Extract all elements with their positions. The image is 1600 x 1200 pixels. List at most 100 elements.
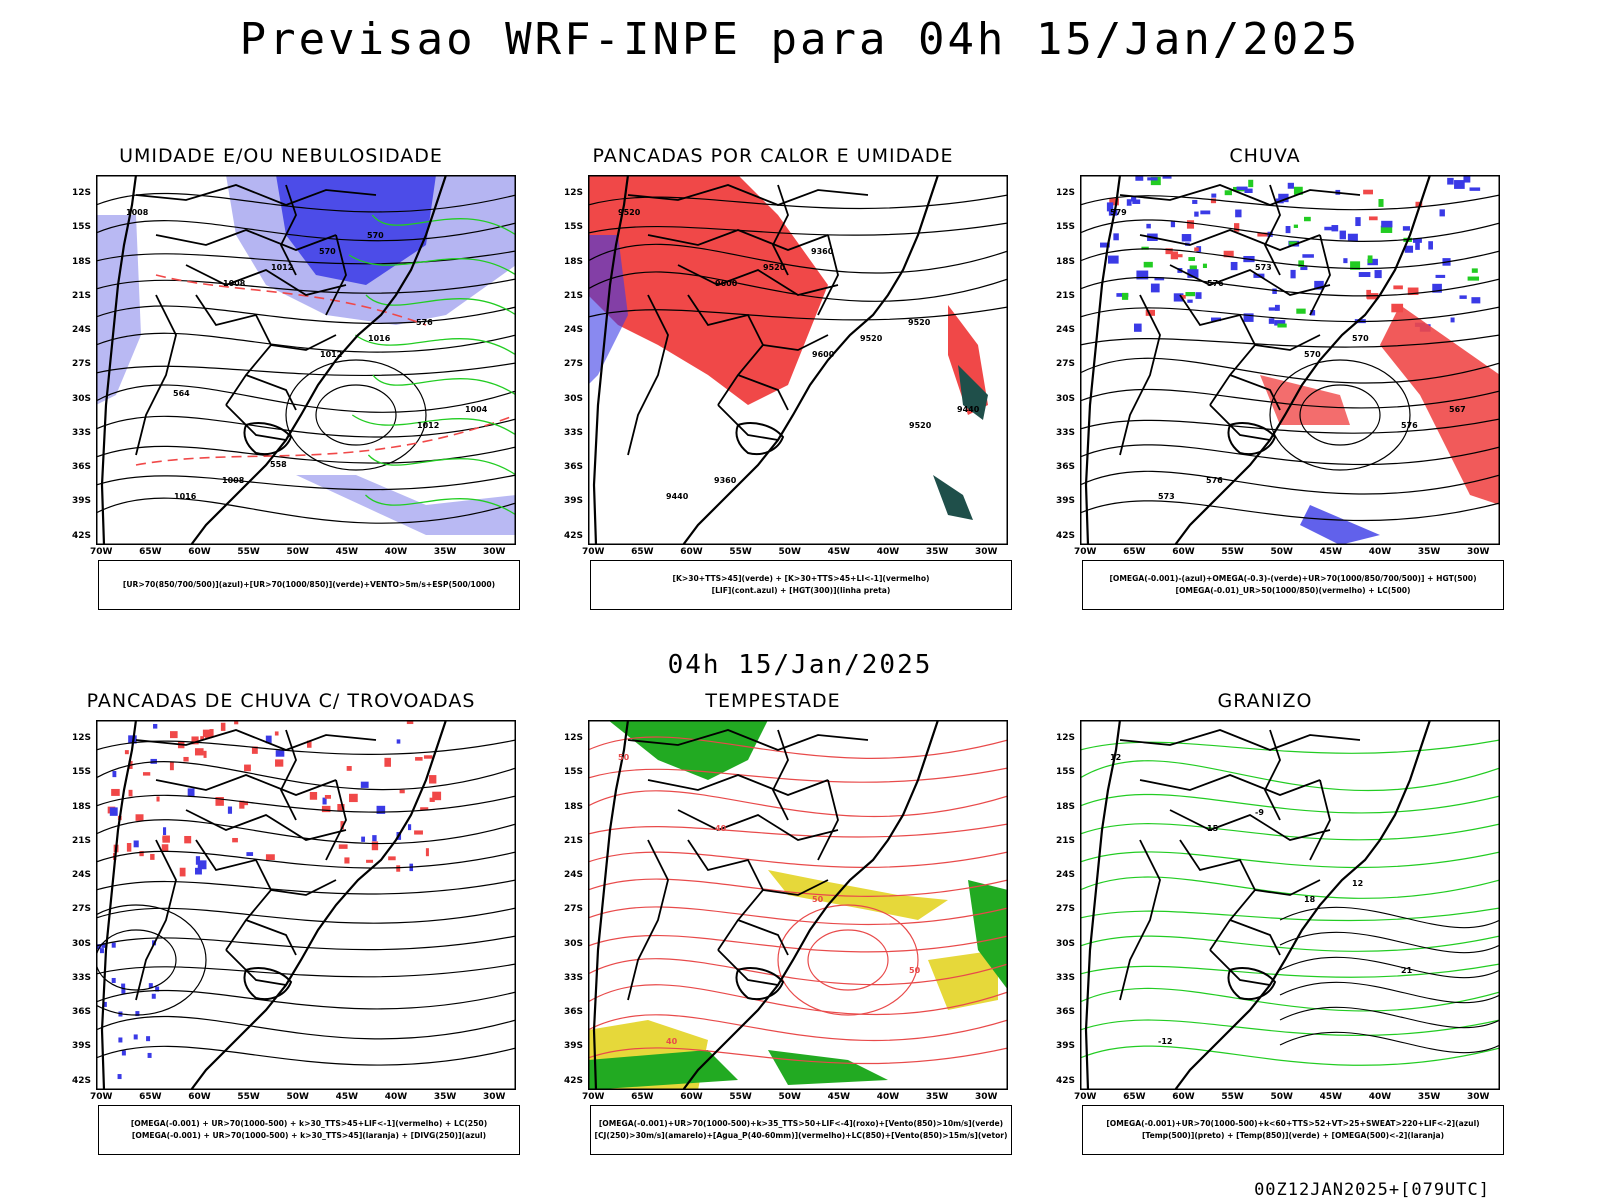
panel-legend: [OMEGA(-0.001)+UR>70(1000-500)+k>35_TTS>… (590, 1105, 1012, 1155)
map-frame (588, 720, 1008, 1090)
storm-cell (244, 764, 251, 772)
lon-tick-label: 70W (582, 547, 605, 557)
storm-cell (396, 739, 401, 744)
divergence-cell (118, 1037, 123, 1043)
rain-cell (1302, 254, 1314, 258)
country-border (717, 404, 779, 441)
overlay-group (96, 720, 516, 1080)
rain-cell (1274, 304, 1280, 311)
lon-tick-label: 65W (139, 547, 162, 557)
rain-cell (1131, 196, 1137, 202)
divergence-cell (99, 948, 104, 954)
map-background (1080, 720, 1500, 1090)
legend-line: [Temp(500)](preto) + [Temp(850)](verde) … (1141, 1131, 1445, 1140)
rain-cell (1194, 211, 1199, 217)
country-border (717, 949, 779, 986)
contour-line (96, 474, 516, 491)
contour-label: 579 (1110, 208, 1127, 217)
wind-area-north (608, 720, 768, 780)
lon-tick-label: 55W (1221, 547, 1244, 557)
country-border (279, 184, 297, 276)
storm-cell (179, 867, 186, 877)
contour-label: 12 (1110, 753, 1121, 762)
divergence-cell (121, 988, 126, 994)
rain-cell (1471, 268, 1478, 273)
rain-cell (1272, 288, 1277, 294)
storm-cell (275, 759, 284, 767)
lat-tick-label: 15S (72, 767, 92, 778)
country-border (737, 374, 789, 411)
rain-cell (1109, 198, 1119, 206)
country-border (1229, 919, 1281, 956)
panel-title: PANCADAS POR CALOR E UMIDADE (592, 145, 954, 167)
rain-cell (1450, 317, 1455, 323)
contour-line (1080, 823, 1500, 841)
panel-title: UMIDADE E/OU NEBULOSIDADE (119, 145, 443, 167)
contour-label: 15 (1207, 824, 1219, 833)
storm-cell (338, 844, 348, 849)
country-border (1179, 839, 1257, 951)
rain-cell (1459, 295, 1467, 299)
storm-cell (170, 731, 178, 739)
map-frame (1080, 720, 1500, 1090)
rh-contour (365, 294, 516, 316)
rain-cell (1150, 283, 1160, 293)
contour-line (96, 384, 516, 413)
lon-tick-label: 50W (778, 547, 801, 557)
country-border (135, 184, 377, 206)
rain-cell (1407, 287, 1419, 296)
storm-cell (361, 836, 366, 842)
contour-line (96, 278, 516, 294)
storm-cell (227, 806, 233, 814)
lat-tick-label: 15S (1056, 767, 1076, 778)
country-border (1169, 809, 1331, 841)
andes-coastline (592, 720, 630, 1090)
rain-cell (1368, 216, 1378, 221)
jet-area-east (928, 950, 998, 1010)
contour-line (1080, 276, 1500, 297)
lat-tick-label: 36S (72, 462, 92, 473)
country-border (1229, 374, 1281, 411)
contour-line (1080, 194, 1500, 211)
contour-line (1080, 793, 1500, 814)
country-border (1254, 334, 1321, 351)
rain-cell (1363, 189, 1374, 195)
contour-label: 1016 (368, 334, 391, 343)
contour-label: -12 (1158, 1037, 1172, 1046)
country-border (155, 774, 337, 796)
rain-cell (1106, 202, 1114, 212)
rain-cell (1355, 217, 1361, 227)
lon-tick-label: 40W (876, 547, 900, 557)
rh-contour (355, 334, 516, 356)
atlantic-coastline (1174, 175, 1432, 545)
country-border (135, 294, 177, 456)
contour-label: 40 (715, 824, 727, 833)
lat-tick-label: 15S (1056, 222, 1076, 233)
country-border (677, 809, 839, 841)
thickness-dashed (155, 274, 427, 326)
lat-tick-label: 12S (564, 188, 584, 198)
storm-cell (124, 750, 129, 755)
lat-tick-label: 21S (564, 835, 584, 846)
atlantic-coastline (190, 720, 448, 1090)
contour-line (588, 906, 1008, 926)
lat-tick-label: 21S (1056, 290, 1076, 301)
legend-line: [OMEGA(-0.01)_UR>50(1000/850)(vermelho) … (1175, 586, 1411, 595)
divergence-cell (117, 1074, 122, 1080)
rain-cell (1165, 248, 1173, 255)
rain-cell (1187, 299, 1193, 303)
temp500-contour (1279, 931, 1500, 954)
storm-cell (274, 731, 279, 736)
rain-cell (1367, 255, 1373, 264)
storm-cell (197, 860, 207, 870)
divergence-cell (147, 1052, 152, 1058)
storm-cell (337, 803, 345, 812)
lat-tick-label: 33S (1056, 427, 1076, 438)
rain-cell (1146, 223, 1151, 229)
storm-cell (162, 827, 167, 836)
lat-tick-label: 30S (72, 938, 92, 949)
lat-tick-label: 18S (1056, 801, 1076, 812)
lat-tick-label: 39S (564, 496, 584, 507)
contour-label: 9360 (714, 476, 737, 485)
storm-cell (371, 841, 379, 851)
